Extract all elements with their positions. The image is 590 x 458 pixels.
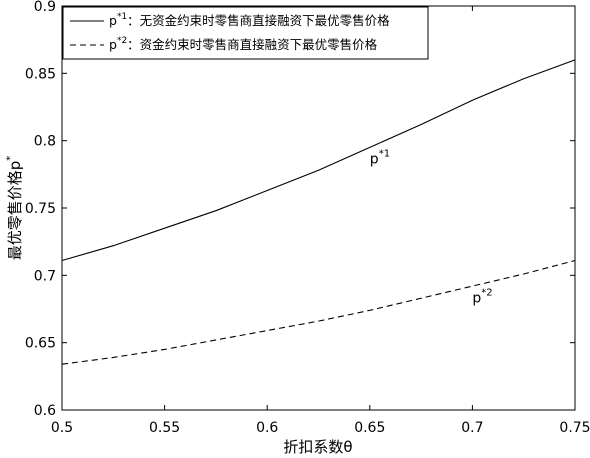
x-tick-label: 0.55	[149, 420, 180, 436]
y-tick-label: 0.6	[34, 403, 56, 419]
curve-annotations: p*1 p*2	[370, 149, 493, 307]
y-tick-label: 0.65	[25, 336, 56, 352]
y-tick-label: 0.9	[34, 0, 56, 15]
x-tick-label: 0.7	[461, 420, 483, 436]
plot-area	[61, 5, 576, 411]
x-tick-label: 0.65	[354, 420, 385, 436]
x-tick-label: 0.75	[559, 420, 590, 436]
y-tick-label: 0.8	[34, 134, 56, 150]
series-line-1	[61, 59, 576, 262]
legend: p*1：无资金约束时零售商直接融资下最优零售价格 p*2：资金约束时零售商直接融…	[62, 6, 429, 60]
legend-label-series-2: p*2：资金约束时零售商直接融资下最优零售价格	[109, 36, 378, 52]
axis-ticks: 0.5 0.55 0.6 0.65 0.7 0.75 0.6 0.65 0.7 0.75 0.8 0.…	[25, 0, 590, 436]
x-tick-label: 0.6	[256, 420, 278, 436]
series-line-2	[61, 259, 576, 365]
x-tick-label: 0.5	[51, 420, 73, 436]
legend-label-series-1: p*1：无资金约束时零售商直接融资下最优零售价格	[109, 12, 390, 28]
y-tick-label: 0.85	[25, 66, 56, 82]
curve-label-1: p*1	[370, 149, 390, 168]
y-tick-label: 0.7	[34, 268, 56, 284]
y-axis-label: 最优零售价格p*	[5, 156, 24, 261]
series-lines	[61, 59, 576, 365]
y-tick-label: 0.75	[25, 201, 56, 217]
legend-box	[62, 6, 429, 60]
x-axis-label: 折扣系数θ	[283, 438, 352, 456]
curve-label-2: p*2	[472, 287, 492, 306]
